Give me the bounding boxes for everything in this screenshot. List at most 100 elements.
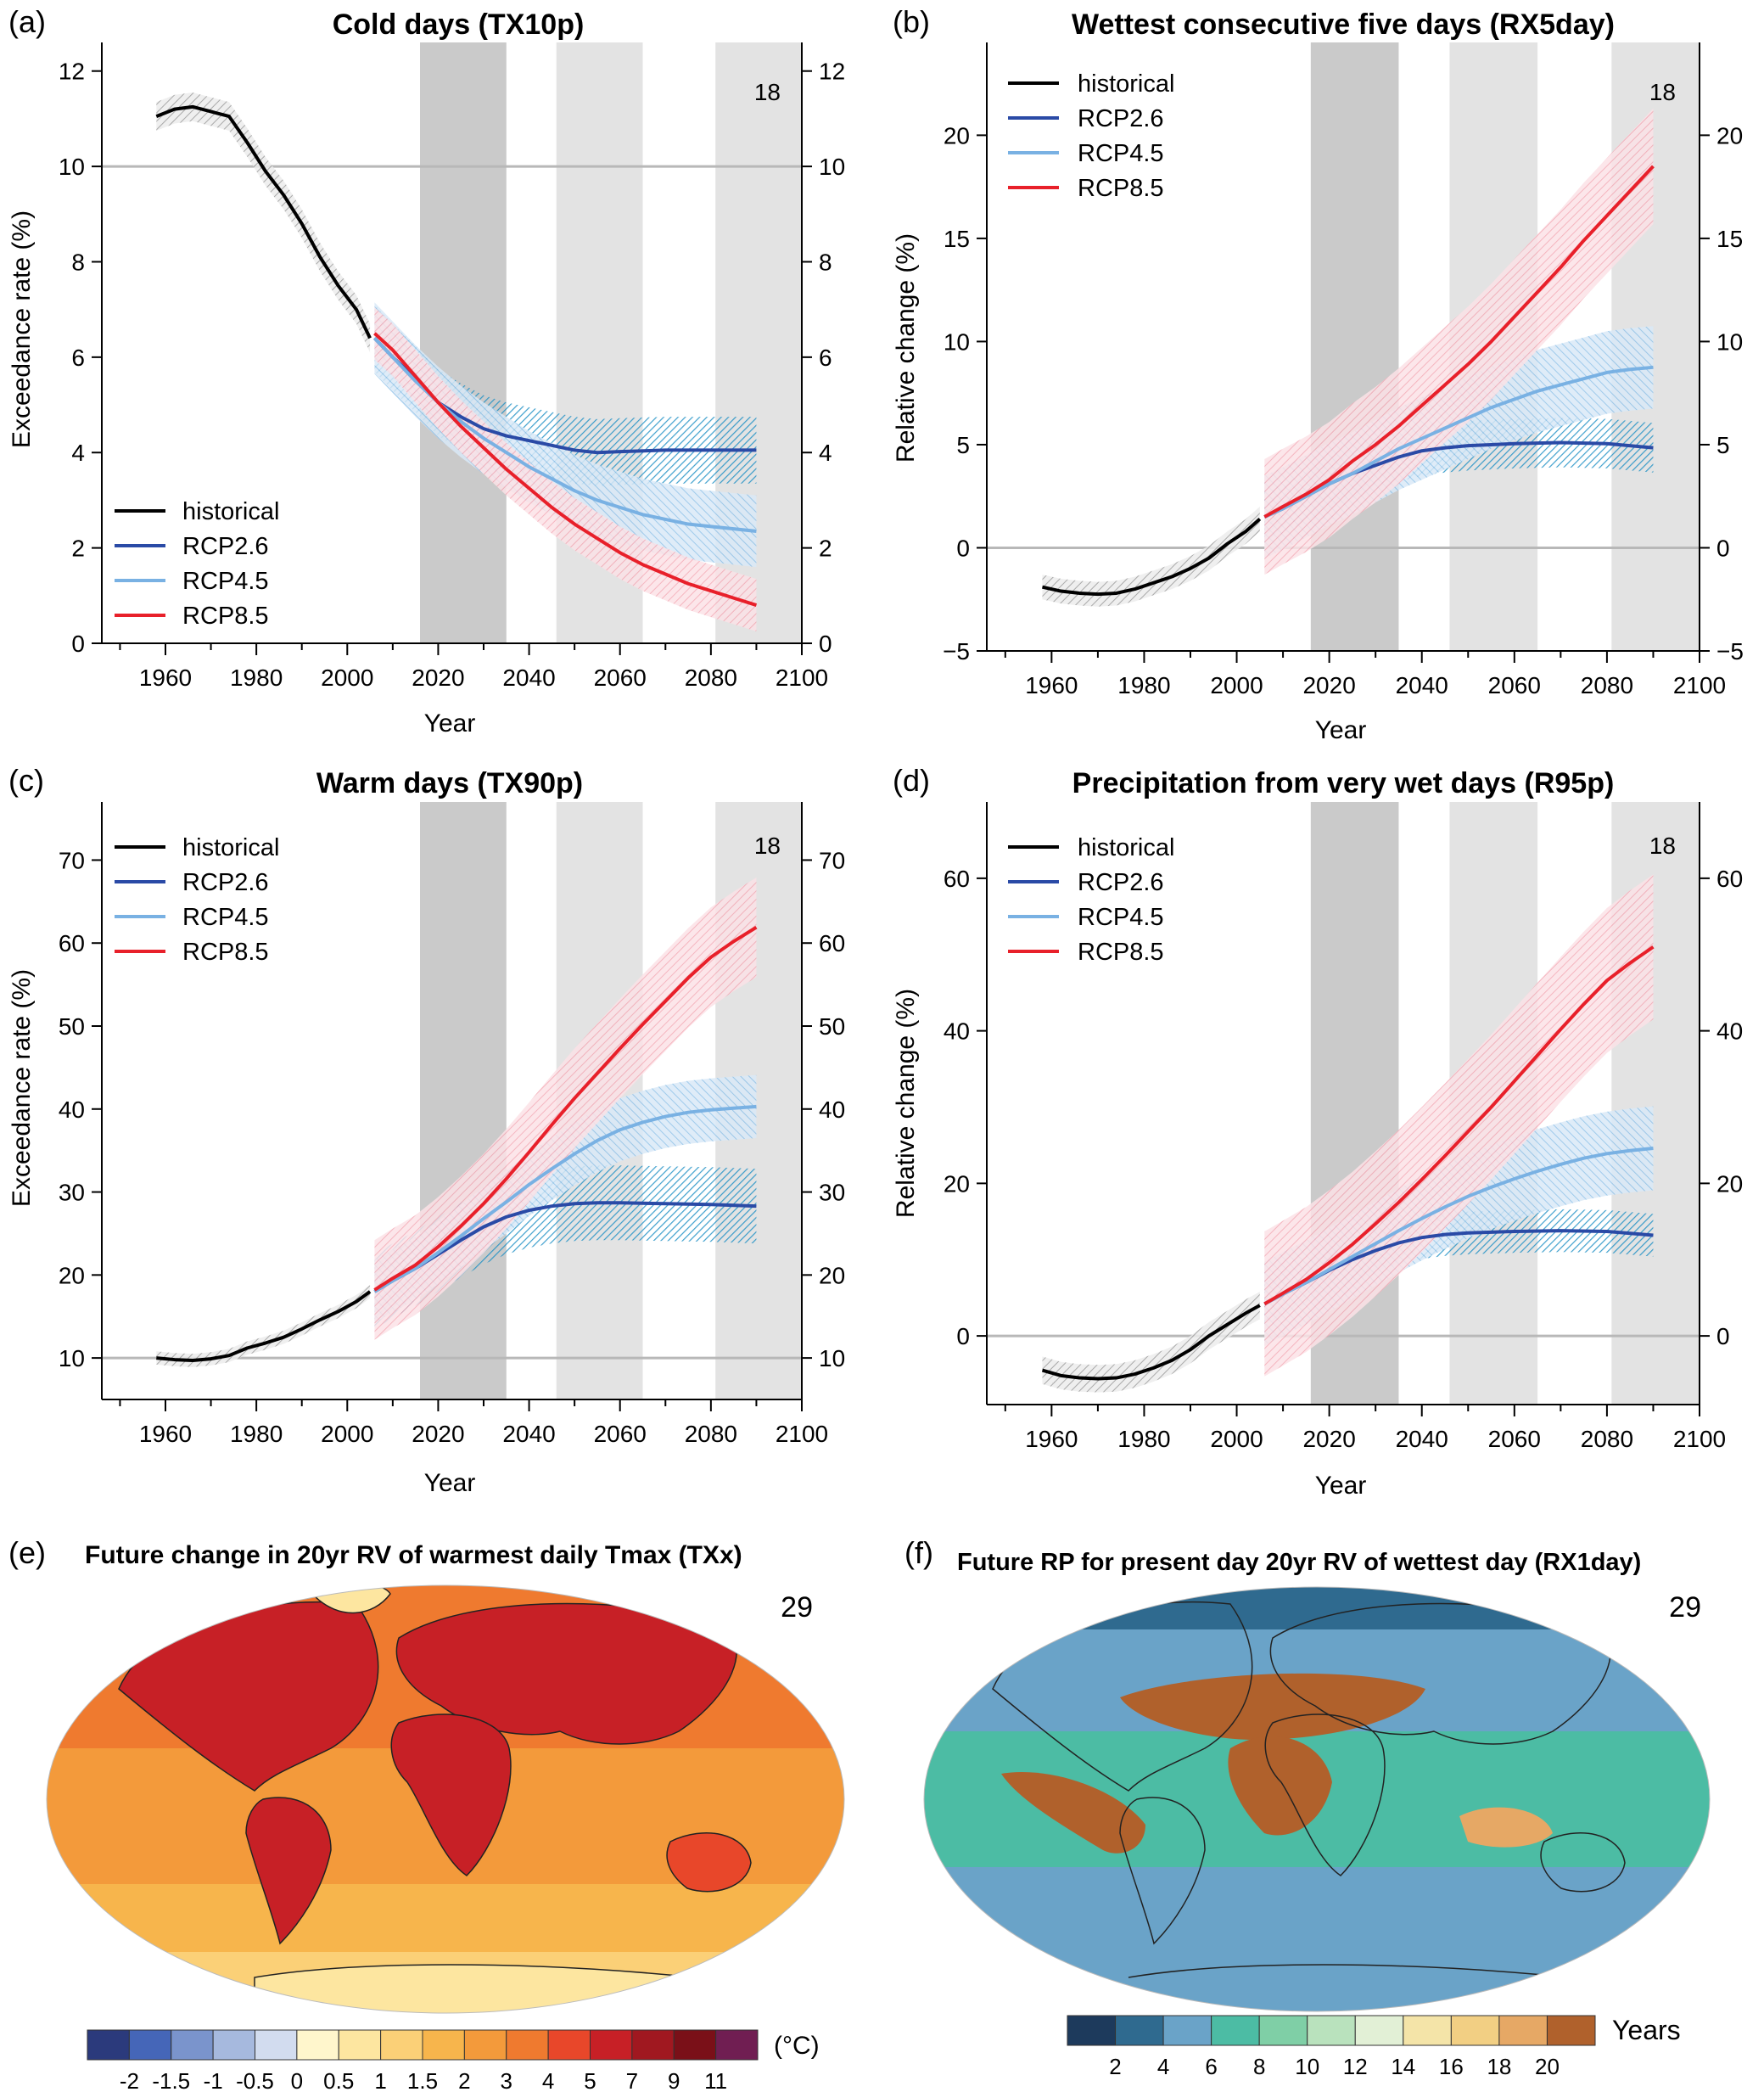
y-tick-label-right: 0 bbox=[1716, 1323, 1730, 1349]
x-tick-label: 1980 bbox=[230, 1421, 283, 1447]
legend: historical RCP2.6 RCP4.5 RCP8.5 bbox=[115, 834, 279, 966]
legend: historical RCP2.6 RCP4.5 RCP8.5 bbox=[115, 498, 279, 630]
y-tick-label-right: 10 bbox=[819, 154, 845, 180]
x-tick-label: 2040 bbox=[1396, 672, 1448, 698]
panel-title: Wettest consecutive five days (RX5day) bbox=[1072, 8, 1615, 41]
y-axis-label: Relative change (%) bbox=[892, 233, 920, 463]
y-tick-label-left: 5 bbox=[956, 432, 970, 458]
plot-area: 1960 1980 2000 2020 2040 2060 2080 2100−5 −50 05 5… bbox=[943, 42, 1744, 698]
panel-title: Precipitation from very wet days (R95p) bbox=[1072, 767, 1615, 799]
y-tick-label-right: 40 bbox=[819, 1096, 845, 1123]
x-axis-label: Year bbox=[424, 1469, 476, 1497]
legend-label-rcp85: RCP8.5 bbox=[1078, 175, 1164, 202]
colorbar-swatch bbox=[338, 2029, 382, 2061]
model-count: 18 bbox=[1649, 833, 1676, 859]
y-tick-label-left: 70 bbox=[59, 847, 85, 873]
y-tick-label-right: 40 bbox=[1716, 1018, 1743, 1045]
x-tick-label: 1980 bbox=[230, 665, 283, 691]
y-tick-label-left: 10 bbox=[944, 328, 970, 355]
x-tick-label: 2000 bbox=[1210, 1426, 1263, 1452]
colorbar-swatch bbox=[631, 2029, 675, 2061]
colorbar-swatch bbox=[1162, 2015, 1212, 2046]
map-title: Future RP for present day 20yr RV of wet… bbox=[957, 1549, 1641, 1576]
colorbar-tick-label: 6 bbox=[1205, 2054, 1217, 2079]
colorbar-swatch bbox=[212, 2029, 255, 2061]
colorbar: 2 4 6 8 10 12 14 16 18 20 bbox=[1067, 2015, 1596, 2079]
colorbar-tick-label: 0 bbox=[291, 2068, 303, 2092]
spread-band-historical bbox=[1042, 506, 1260, 607]
colorbar-swatch bbox=[1067, 2015, 1117, 2046]
x-tick-label: 2100 bbox=[776, 1421, 828, 1447]
antarctica bbox=[1128, 1964, 1571, 1978]
panel-label: (b) bbox=[893, 4, 930, 39]
colorbar-swatch bbox=[128, 2029, 172, 2061]
y-tick-label-left: 50 bbox=[59, 1013, 85, 1040]
colorbar-swatch bbox=[673, 2029, 717, 2061]
colorbar-swatch bbox=[463, 2029, 507, 2061]
colorbar-tick-label: -1 bbox=[204, 2068, 223, 2092]
legend-label-rcp45: RCP4.5 bbox=[182, 904, 269, 931]
series-line-rcp45 bbox=[1263, 365, 1654, 519]
y-tick-label-left: 20 bbox=[944, 122, 970, 149]
y-tick-label-right: 60 bbox=[819, 930, 845, 956]
south-america bbox=[245, 1797, 332, 1945]
y-tick-label-right: 20 bbox=[1716, 1170, 1743, 1197]
series-line-rcp45 bbox=[373, 1104, 757, 1293]
model-count: 29 bbox=[1669, 1591, 1701, 1624]
colorbar-swatch bbox=[1258, 2015, 1308, 2046]
x-tick-label: 1980 bbox=[1117, 1426, 1170, 1452]
x-tick-label: 2080 bbox=[1581, 1426, 1633, 1452]
y-tick-label-right: 0 bbox=[819, 631, 832, 657]
y-axis-label: Exceedance rate (%) bbox=[8, 210, 36, 448]
indian-ocean-zone bbox=[1459, 1807, 1553, 1848]
shaded-period-2016-2035 bbox=[420, 42, 507, 643]
colorbar-tick-label: 0.5 bbox=[323, 2068, 354, 2092]
colorbar-unit: Years bbox=[1612, 2015, 1681, 2045]
shaded-period-2081-2100 bbox=[1611, 802, 1700, 1405]
shaded-period-2016-2035 bbox=[1310, 42, 1399, 651]
panel-d: (d) Precipitation from very wet days (R9… bbox=[892, 763, 1743, 1500]
model-count: 18 bbox=[1649, 79, 1676, 105]
legend-label-rcp26: RCP2.6 bbox=[1078, 105, 1164, 132]
colorbar-tick-label: 4 bbox=[1157, 2054, 1169, 2079]
map-outline bbox=[923, 1586, 1711, 2012]
x-tick-label: 2060 bbox=[1488, 1426, 1541, 1452]
colorbar-swatch bbox=[1546, 2015, 1596, 2046]
world-map bbox=[924, 1587, 1710, 2011]
spread-band-rcp45 bbox=[374, 1074, 757, 1324]
map-f: (f) Future RP for present day 20yr RV of… bbox=[904, 1535, 1711, 2079]
panel-label: (a) bbox=[8, 4, 46, 39]
colorbar-swatch bbox=[1498, 2015, 1548, 2046]
y-tick-label-right: 2 bbox=[819, 536, 832, 562]
x-tick-label: 2020 bbox=[412, 1421, 464, 1447]
x-tick-label: 1980 bbox=[1117, 672, 1170, 698]
y-tick-label-left: 60 bbox=[59, 930, 85, 956]
x-tick-label: 2060 bbox=[594, 665, 647, 691]
panel-a: (a) Cold days (TX10p) 1960 1980 2000 2020 20… bbox=[8, 4, 845, 738]
panel-label: (f) bbox=[904, 1535, 933, 1570]
x-tick-label: 1960 bbox=[1025, 672, 1078, 698]
x-tick-label: 2060 bbox=[594, 1421, 647, 1447]
x-tick-label: 2100 bbox=[1673, 1426, 1726, 1452]
y-tick-label-left: 60 bbox=[944, 866, 970, 892]
colorbar-swatch bbox=[255, 2029, 298, 2061]
y-tick-label-left: 4 bbox=[71, 440, 85, 466]
spread-band-historical bbox=[156, 93, 371, 353]
colorbar-swatch bbox=[590, 2029, 633, 2061]
model-count: 29 bbox=[781, 1591, 813, 1624]
y-tick-label-left: 0 bbox=[956, 1323, 970, 1349]
colorbar-tick-label: 2 bbox=[1109, 2054, 1121, 2079]
colorbar-swatch bbox=[171, 2029, 214, 2061]
panel-title: Warm days (TX90p) bbox=[316, 767, 583, 799]
series-line-rcp85 bbox=[373, 332, 758, 607]
legend-label-rcp45: RCP4.5 bbox=[1078, 904, 1164, 931]
spread-band-rcp85 bbox=[374, 306, 757, 631]
y-tick-label-right: 10 bbox=[1716, 328, 1743, 355]
y-tick-label-left: 6 bbox=[71, 345, 85, 371]
x-tick-label: 2020 bbox=[1302, 1426, 1355, 1452]
y-tick-label-right: 8 bbox=[819, 249, 832, 275]
colorbar-tick-label: 3 bbox=[501, 2068, 512, 2092]
legend-label-rcp26: RCP2.6 bbox=[182, 869, 269, 896]
